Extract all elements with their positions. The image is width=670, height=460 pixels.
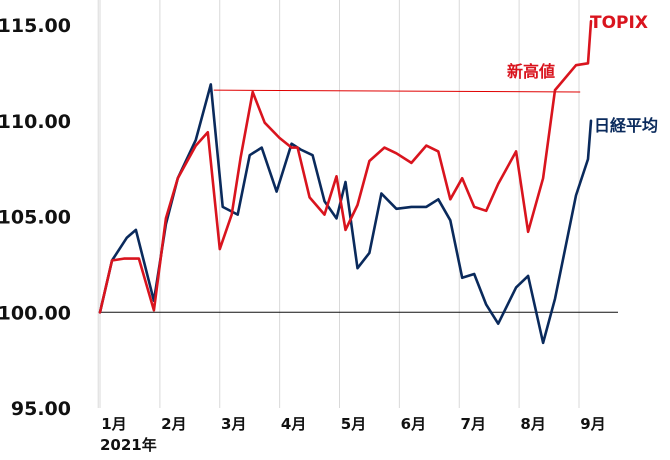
x-axis: 1月 2月 3月 4月 5月 6月 7月 8月 9月 <box>101 415 605 433</box>
x-tick-label: 4月 <box>281 415 306 433</box>
series-layer <box>98 19 593 345</box>
x-tick-label: 2月 <box>161 415 186 433</box>
y-axis: 95.00 100.00 105.00 110.00 115.00 <box>0 15 71 420</box>
new-high-line <box>213 89 581 93</box>
x-tick-label: 8月 <box>520 415 545 433</box>
y-tick-label: 110.00 <box>0 111 71 133</box>
series-line-topix <box>98 19 593 314</box>
y-tick-label: 100.00 <box>0 302 71 324</box>
series-line-nikkei <box>98 83 593 345</box>
x-tick-label: 1月 <box>101 415 126 433</box>
series-label-nikkei: 日経平均 <box>594 116 658 135</box>
x-tick-label: 3月 <box>221 415 246 433</box>
new-high-label: 新高値 <box>507 62 555 81</box>
x-tick-label: 7月 <box>461 415 486 433</box>
y-tick-label: 105.00 <box>0 207 71 229</box>
year-label: 2021年 <box>100 436 157 454</box>
x-tick-label: 5月 <box>341 415 366 433</box>
x-tick-label: 9月 <box>580 415 605 433</box>
reference-layer <box>100 89 618 313</box>
series-label-topix: TOPIX <box>590 13 648 33</box>
y-tick-label: 115.00 <box>0 15 71 37</box>
x-tick-label: 6月 <box>401 415 426 433</box>
y-tick-label: 95.00 <box>11 398 71 420</box>
